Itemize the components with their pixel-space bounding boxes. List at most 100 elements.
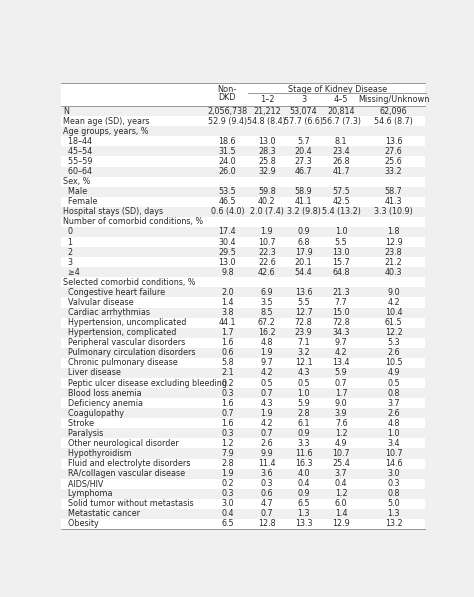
Text: 57.7 (6.6): 57.7 (6.6) xyxy=(284,117,323,126)
Text: 13.4: 13.4 xyxy=(332,358,350,367)
Text: 12.7: 12.7 xyxy=(295,308,312,317)
Text: 3: 3 xyxy=(301,94,306,104)
Text: Hypothyroidism: Hypothyroidism xyxy=(63,449,132,458)
Text: 5.9: 5.9 xyxy=(335,368,347,377)
Text: Peptic ulcer disease excluding bleeding: Peptic ulcer disease excluding bleeding xyxy=(63,378,227,387)
Text: 3.0: 3.0 xyxy=(221,499,234,509)
Text: 7.9: 7.9 xyxy=(221,449,234,458)
Text: 1.6: 1.6 xyxy=(221,338,234,347)
Text: 13.0: 13.0 xyxy=(332,248,350,257)
Text: 54.8 (8.4): 54.8 (8.4) xyxy=(247,117,286,126)
Text: 0.9: 0.9 xyxy=(297,227,310,236)
Text: 72.8: 72.8 xyxy=(295,318,312,327)
Text: 3.8: 3.8 xyxy=(221,308,234,317)
Text: 16.3: 16.3 xyxy=(295,459,312,468)
Text: 9.0: 9.0 xyxy=(335,399,347,408)
Bar xyxy=(61,438,425,448)
Text: 7.1: 7.1 xyxy=(297,338,310,347)
Text: Coagulopathy: Coagulopathy xyxy=(63,409,124,418)
Text: Lymphoma: Lymphoma xyxy=(63,490,112,498)
Text: 0.4: 0.4 xyxy=(335,479,347,488)
Text: 20.4: 20.4 xyxy=(295,147,312,156)
Bar xyxy=(61,167,425,177)
Text: Male: Male xyxy=(63,187,87,196)
Text: Age groups, years, %: Age groups, years, % xyxy=(63,127,148,136)
Bar xyxy=(61,307,425,318)
Text: Peripheral vascular disorders: Peripheral vascular disorders xyxy=(63,338,185,347)
Text: 27.3: 27.3 xyxy=(295,157,312,166)
Text: 2.1: 2.1 xyxy=(221,368,234,377)
Text: 13.2: 13.2 xyxy=(385,519,402,528)
Text: 1.4: 1.4 xyxy=(335,509,347,518)
Text: 3.4: 3.4 xyxy=(387,439,400,448)
Bar xyxy=(61,348,425,358)
Text: 11.4: 11.4 xyxy=(258,459,275,468)
Text: 42.5: 42.5 xyxy=(332,197,350,207)
Text: 58.9: 58.9 xyxy=(295,187,312,196)
Text: Hypertension, complicated: Hypertension, complicated xyxy=(63,328,176,337)
Text: 0.2: 0.2 xyxy=(221,378,234,387)
Text: 5.4 (13.2): 5.4 (13.2) xyxy=(322,207,361,216)
Text: 6.0: 6.0 xyxy=(335,499,347,509)
Text: 34.3: 34.3 xyxy=(332,328,350,337)
Text: 0.7: 0.7 xyxy=(261,429,273,438)
Text: 2.6: 2.6 xyxy=(261,439,273,448)
Text: 1.3: 1.3 xyxy=(387,509,400,518)
Text: 72.8: 72.8 xyxy=(332,318,350,327)
Text: 1.0: 1.0 xyxy=(335,227,347,236)
Text: 0.7: 0.7 xyxy=(261,389,273,398)
Text: 0.5: 0.5 xyxy=(261,378,273,387)
Bar xyxy=(61,479,425,489)
Text: 5.0: 5.0 xyxy=(387,499,400,509)
Bar xyxy=(61,318,425,328)
Text: 2: 2 xyxy=(63,248,73,257)
Text: 5.9: 5.9 xyxy=(297,399,310,408)
Text: 0.8: 0.8 xyxy=(387,490,400,498)
Text: 3.7: 3.7 xyxy=(335,469,347,478)
Text: 5.8: 5.8 xyxy=(221,358,234,367)
Bar xyxy=(61,187,425,197)
Text: 3.5: 3.5 xyxy=(261,298,273,307)
Text: Stroke: Stroke xyxy=(63,419,94,428)
Text: 31.5: 31.5 xyxy=(219,147,236,156)
Bar xyxy=(61,428,425,438)
Text: 3.2 (9.8): 3.2 (9.8) xyxy=(287,207,320,216)
Text: 4.2: 4.2 xyxy=(387,298,400,307)
Text: 45–54: 45–54 xyxy=(63,147,92,156)
Bar xyxy=(61,267,425,277)
Text: 59.8: 59.8 xyxy=(258,187,276,196)
Text: Missing/Unknown: Missing/Unknown xyxy=(358,94,429,104)
Text: 20,814: 20,814 xyxy=(328,107,355,116)
Text: 17.9: 17.9 xyxy=(295,248,312,257)
Text: 1.9: 1.9 xyxy=(261,348,273,358)
Text: 10.7: 10.7 xyxy=(332,449,350,458)
Text: 24.0: 24.0 xyxy=(219,157,236,166)
Text: 64.8: 64.8 xyxy=(332,268,350,277)
Text: 23.8: 23.8 xyxy=(385,248,402,257)
Text: 4.2: 4.2 xyxy=(261,419,273,428)
Text: 29.5: 29.5 xyxy=(219,248,236,257)
Text: 30.4: 30.4 xyxy=(219,238,236,247)
Text: 20.1: 20.1 xyxy=(295,258,312,267)
Bar xyxy=(61,146,425,156)
Text: 0.4: 0.4 xyxy=(221,509,234,518)
Bar xyxy=(61,418,425,428)
Text: 0.3: 0.3 xyxy=(221,389,234,398)
Text: Hypertension, uncomplicated: Hypertension, uncomplicated xyxy=(63,318,186,327)
Text: 13.6: 13.6 xyxy=(385,137,402,146)
Text: 2.6: 2.6 xyxy=(387,409,400,418)
Text: 18–44: 18–44 xyxy=(63,137,92,146)
Bar xyxy=(61,197,425,207)
Text: 0.3: 0.3 xyxy=(221,490,234,498)
Text: Deficiency anemia: Deficiency anemia xyxy=(63,399,143,408)
Bar xyxy=(61,217,425,227)
Text: 1.2: 1.2 xyxy=(335,429,347,438)
Text: 10.4: 10.4 xyxy=(385,308,402,317)
Text: 0.5: 0.5 xyxy=(387,378,400,387)
Text: 3.6: 3.6 xyxy=(261,469,273,478)
Text: 1.6: 1.6 xyxy=(221,419,234,428)
Text: 25.6: 25.6 xyxy=(385,157,402,166)
Bar xyxy=(61,116,425,126)
Text: Paralysis: Paralysis xyxy=(63,429,103,438)
Text: Blood loss anemia: Blood loss anemia xyxy=(63,389,142,398)
